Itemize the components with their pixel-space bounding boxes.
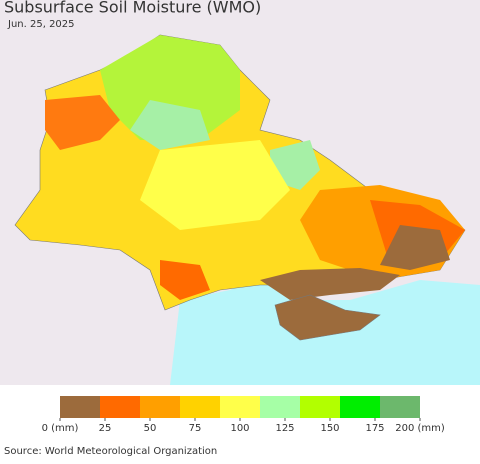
dry-region [160,260,210,300]
legend-tick-label: 50 [144,423,157,434]
legend-tick-label: 175 [365,423,384,434]
legend-swatch [140,396,180,418]
legend-tick-label: 200 (mm) [395,423,445,434]
date: Jun. 25, 2025 [7,19,75,30]
legend-swatch [340,396,380,418]
legend-tick-label: 0 (mm) [42,423,79,434]
legend-swatch [220,396,260,418]
driest-region [380,225,450,270]
driest-region [260,268,400,300]
legend-swatch [300,396,340,418]
title: Subsurface Soil Moisture (WMO) [4,0,261,17]
dry-region [45,95,120,150]
source: Source: World Meteorological Organizatio… [4,446,217,457]
legend-tick-label: 150 [320,423,339,434]
legend-swatch [100,396,140,418]
legend-tick-label: 75 [189,423,202,434]
legend-tick-label: 25 [99,423,112,434]
legend-swatch [260,396,300,418]
legend: 0 (mm) 25 50 75 100 125 150 175 200 (mm) [42,396,445,434]
legend-tick-label: 125 [275,423,294,434]
wet-region [140,140,290,230]
legend-swatch [380,396,420,418]
crimea [274,294,381,341]
moist-region [100,35,240,140]
moist-region [130,100,210,150]
legend-swatch [180,396,220,418]
legend-swatch [60,396,100,418]
legend-tick-label: 100 [230,423,249,434]
